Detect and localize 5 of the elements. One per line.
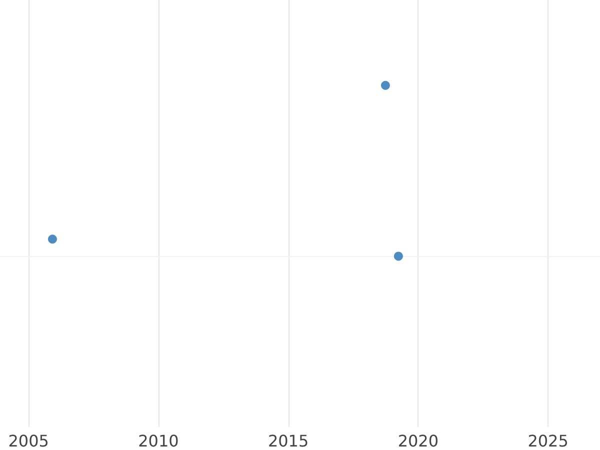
x-tick-label: 2010 — [138, 432, 179, 450]
x-tick-label: 2020 — [398, 432, 439, 450]
x-tick-label: 2025 — [528, 432, 568, 450]
x-tick-label: 2015 — [268, 432, 309, 450]
x-tick-label: 2005 — [8, 432, 49, 450]
